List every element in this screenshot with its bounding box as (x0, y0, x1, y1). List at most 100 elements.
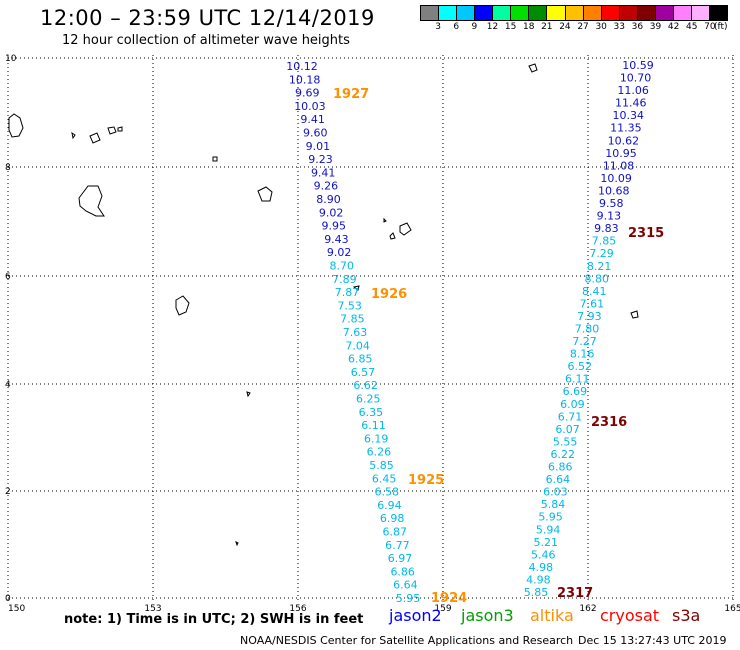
color-scale-tick-label: 21 (541, 22, 553, 32)
time-label-2316: 2316 (591, 415, 627, 430)
wave-height-label: 10.12 (286, 60, 318, 73)
wave-height-label: 6.52 (567, 360, 592, 373)
time-label-2317: 2317 (557, 586, 593, 601)
wave-height-label: 6.09 (560, 398, 585, 411)
island-outline (399, 222, 412, 236)
x-tick-label: 162 (579, 604, 596, 614)
color-scale-swatch (547, 6, 566, 20)
color-scale-swatch (529, 6, 548, 20)
wave-height-label: 9.69 (295, 87, 320, 100)
wave-height-label: 10.62 (608, 134, 640, 147)
wave-height-label: 5.21 (533, 536, 558, 549)
color-scale-swatch (565, 6, 584, 20)
wave-height-label: 6.97 (388, 552, 413, 565)
wave-height-label: 9.95 (322, 220, 347, 233)
wave-height-label: 10.59 (622, 59, 654, 72)
wave-height-label: 9.83 (594, 222, 619, 235)
legend-cryosat: cryosat (600, 606, 660, 625)
wave-height-label: 11.35 (610, 122, 642, 135)
wave-height-label: 4.98 (529, 561, 554, 574)
wave-height-label: 7.04 (345, 339, 370, 352)
wave-height-label: 7.53 (337, 299, 362, 312)
wave-height-label: 6.26 (367, 446, 392, 459)
wave-height-label: 7.29 (589, 247, 614, 260)
wave-height-label: 10.03 (294, 100, 326, 113)
wave-height-label: 7.85 (340, 313, 365, 326)
y-tick-label: 6 (5, 272, 11, 282)
color-scale-tick-label: 42 (667, 22, 680, 32)
color-scale-swatch (439, 6, 458, 20)
color-scale-swatch (637, 6, 656, 20)
map-title: 12:00 – 23:59 UTC 12/14/2019 (40, 6, 375, 30)
color-scale-tick-label: 27 (577, 22, 589, 32)
wave-height-label: 6.64 (546, 473, 571, 486)
wave-height-label: 6.22 (550, 448, 575, 461)
wave-height-label: 7.27 (572, 335, 597, 348)
color-scale-tick-label: 18 (522, 22, 535, 32)
color-scale-tick-label: 45 (686, 22, 698, 32)
island-outline (175, 295, 190, 316)
wave-height-label: 6.07 (555, 423, 580, 436)
wave-height-label: 5.95 (396, 592, 421, 605)
island-outline (212, 156, 218, 162)
color-scale-bar (420, 5, 728, 21)
wave-height-label: 9.43 (324, 233, 349, 246)
color-scale-tick-label: 36 (631, 22, 644, 32)
island-outline (528, 63, 538, 73)
wave-height-label: 9.60 (303, 127, 328, 140)
color-scale-tick-label: 39 (649, 22, 662, 32)
wave-height-label: 5.95 (538, 511, 563, 524)
wave-height-label: 9.58 (599, 197, 624, 210)
color-scale-unit: (ft) (714, 22, 728, 32)
wave-height-label: 4.98 (526, 573, 551, 586)
wave-height-label: 6.11 (361, 419, 386, 432)
wave-height-label: 10.70 (620, 72, 652, 85)
color-scale-swatch (673, 6, 692, 20)
wave-height-label: 6.11 (565, 373, 590, 386)
wave-height-label: 6.62 (353, 379, 378, 392)
color-scale-tick-label: 6 (453, 22, 460, 32)
wave-height-label: 9.41 (300, 113, 325, 126)
wave-height-label: 7.61 (580, 297, 605, 310)
island-outline (630, 310, 639, 319)
wave-height-label: 9.02 (319, 206, 344, 219)
wave-height-label: 7.93 (577, 310, 602, 323)
wave-height-label: 6.98 (380, 512, 405, 525)
wave-height-label: 10.09 (600, 172, 632, 185)
wave-height-label: 6.45 (372, 472, 397, 485)
wave-height-label: 10.95 (605, 147, 637, 160)
wave-height-label: 5.46 (531, 548, 556, 561)
island-outlines (8, 63, 639, 547)
island-outline (117, 126, 123, 132)
wave-height-label: 6.57 (351, 366, 376, 379)
island-outline (89, 132, 101, 144)
credit-line: NOAA/NESDIS Center for Satellite Applica… (240, 634, 574, 647)
x-tick-label: 153 (144, 604, 161, 614)
wave-height-label: 8.16 (570, 348, 595, 361)
time-label-1924: 1924 (431, 591, 467, 606)
wave-height-label: 6.94 (377, 499, 402, 512)
x-tick-label: 156 (289, 604, 306, 614)
wave-height-label: 6.85 (348, 353, 373, 366)
footer-note: note: 1) Time is in UTC; 2) SWH is in fe… (64, 612, 364, 627)
map-subtitle: 12 hour collection of altimeter wave hei… (62, 33, 350, 48)
wave-height-label: 9.02 (327, 246, 352, 259)
wave-height-label: 5.85 (369, 459, 394, 472)
island-outline (71, 131, 76, 140)
wave-height-label: 6.35 (359, 406, 384, 419)
wave-height-label: 6.19 (364, 432, 389, 445)
altimeter-track-west: 10.1210.189.6910.039.419.609.019.239.419… (286, 60, 420, 605)
color-scale-tick-label: 9 (471, 22, 478, 32)
wave-height-label: 8.90 (316, 193, 341, 206)
wave-height-label: 10.68 (598, 184, 630, 197)
wave-height-label: 11.08 (603, 159, 635, 172)
island-outline (352, 285, 360, 291)
color-scale-swatch (583, 6, 602, 20)
legend-jason3: jason3 (461, 606, 514, 625)
island-outline (8, 113, 24, 138)
wave-height-label: 7.80 (575, 323, 600, 336)
graticule: 150 153 156 159 162 165 0 2 4 6 8 10 (5, 54, 740, 614)
time-label-1926: 1926 (371, 287, 407, 302)
wave-height-label: 8.41 (582, 285, 607, 298)
wave-height-label: 5.94 (536, 523, 561, 536)
